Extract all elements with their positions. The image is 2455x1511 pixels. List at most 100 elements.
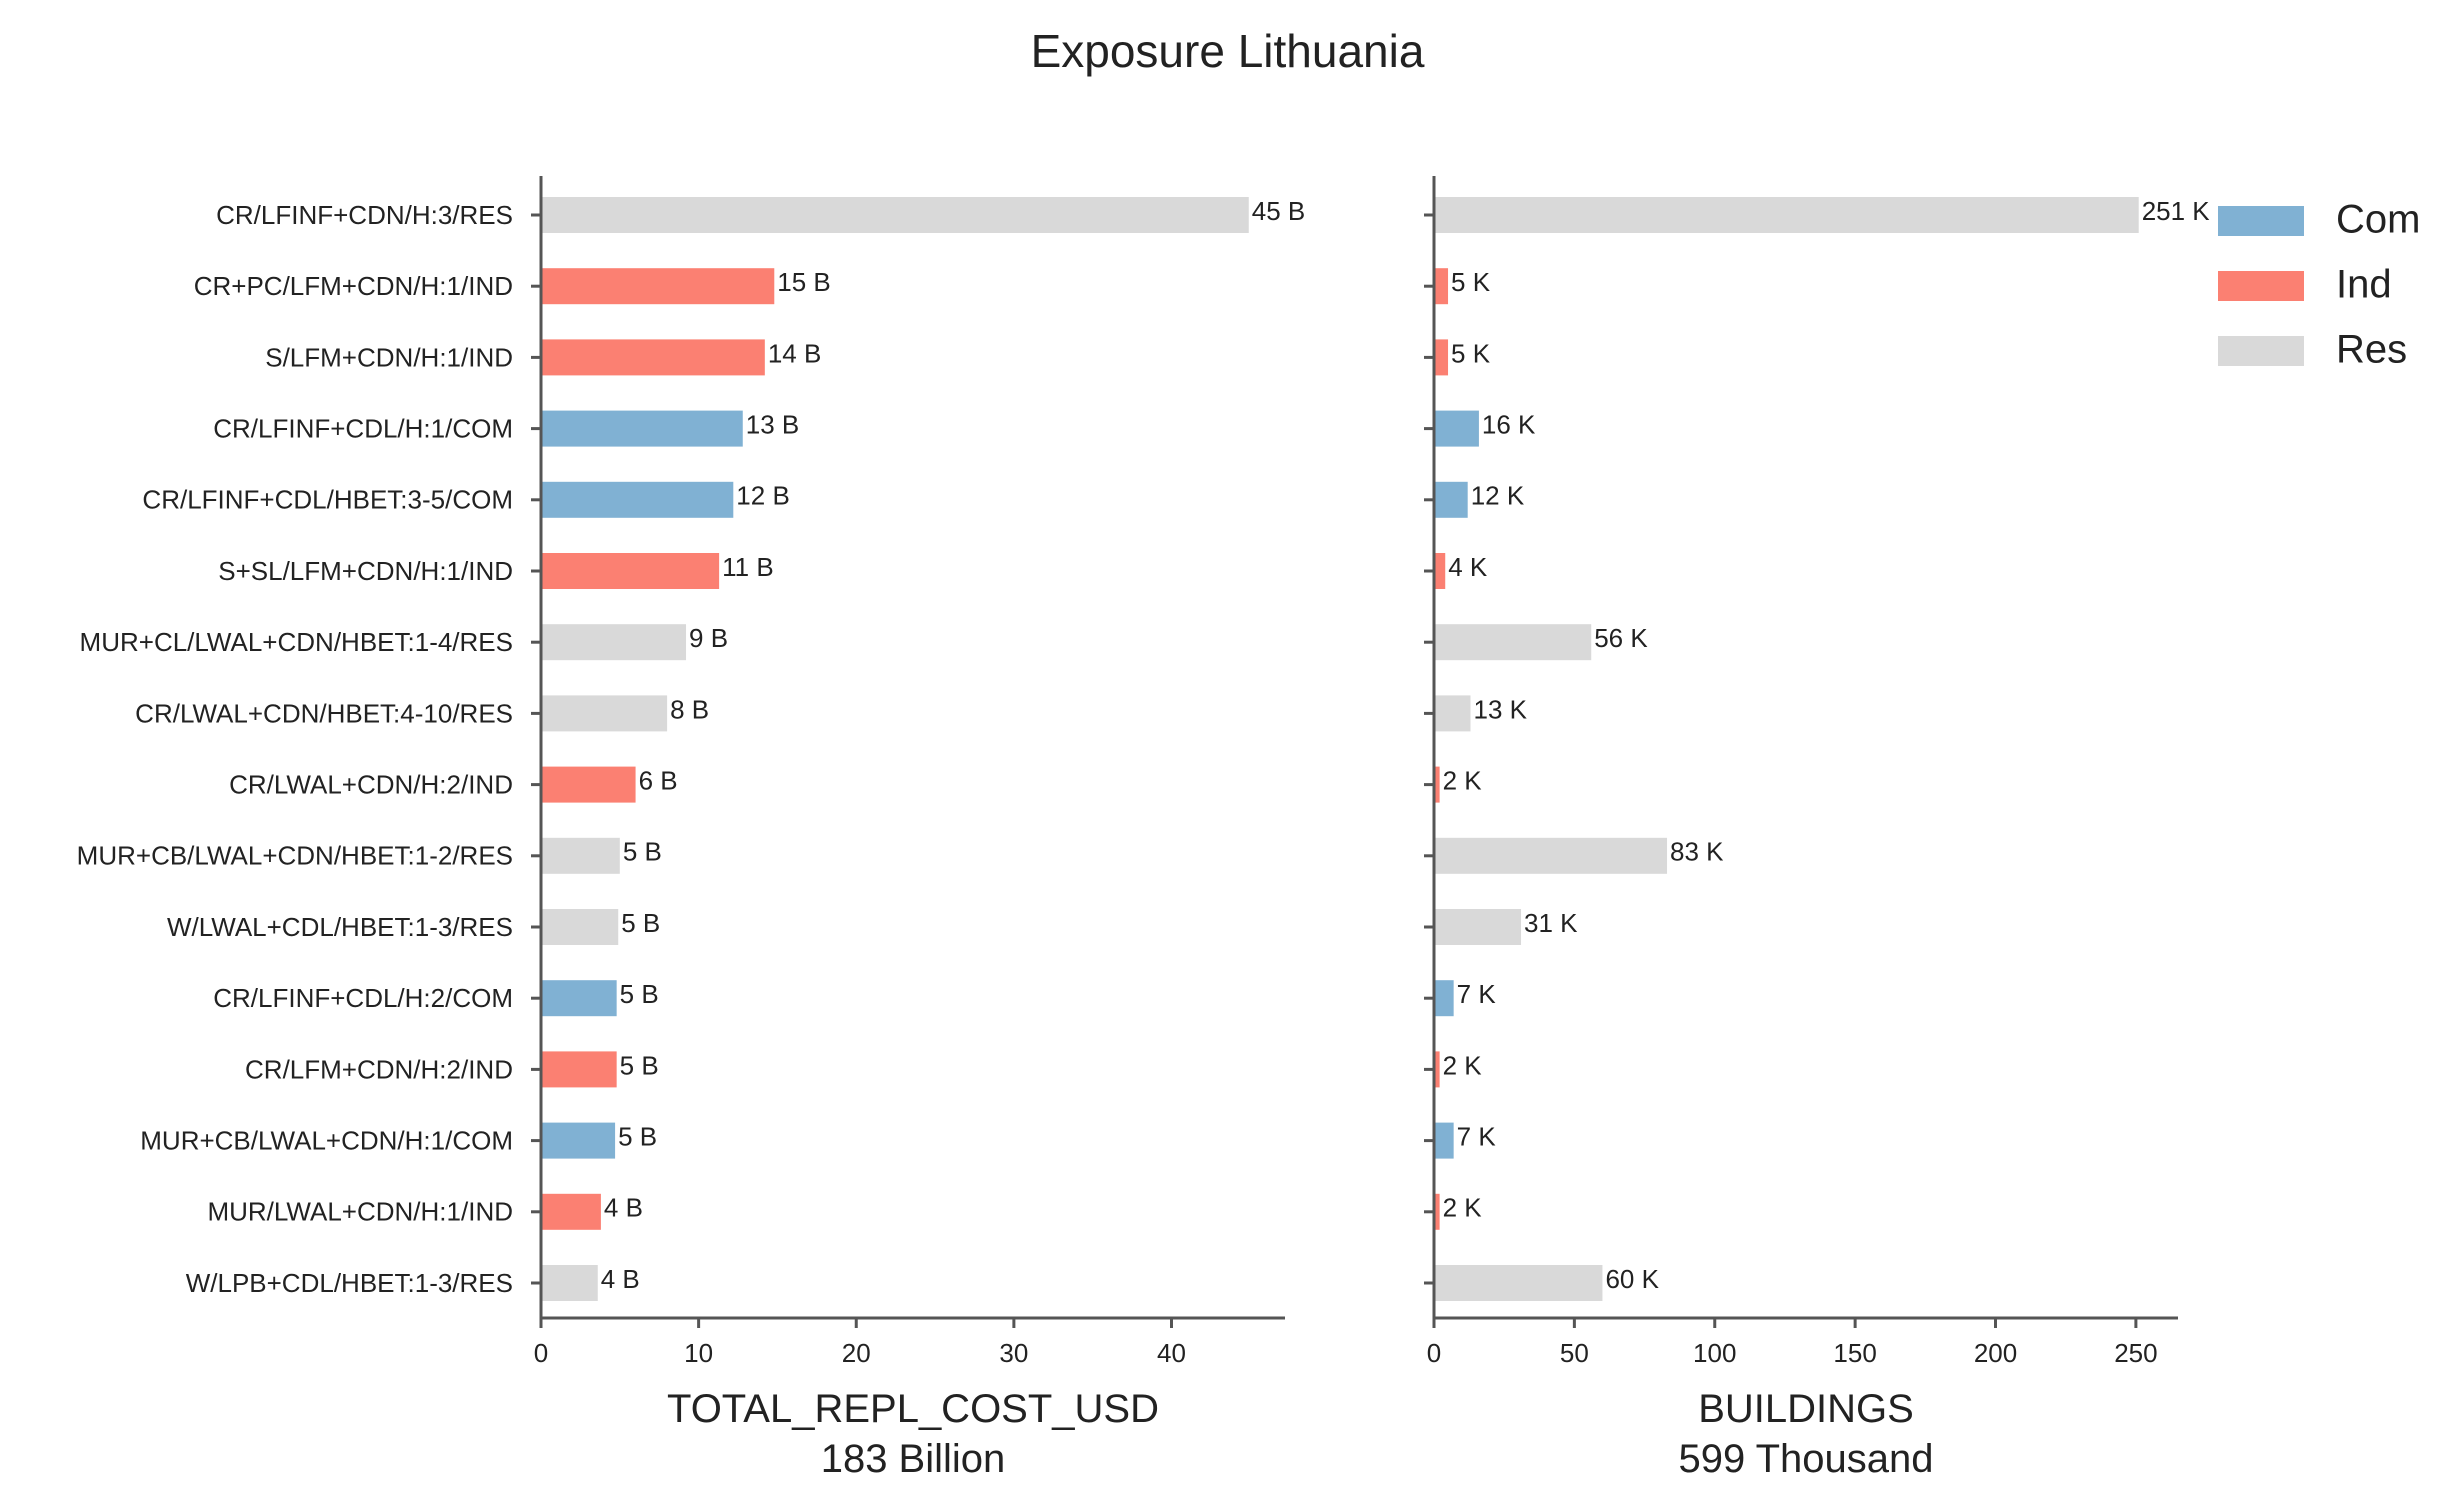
data-label: 4 K bbox=[1448, 552, 1488, 582]
category-label: CR/LWAL+CDN/H:2/IND bbox=[229, 769, 513, 799]
data-label: 31 K bbox=[1524, 908, 1578, 938]
category-label: CR/LWAL+CDN/HBET:4-10/RES bbox=[135, 698, 513, 728]
data-label: 8 B bbox=[670, 694, 709, 724]
bar bbox=[1434, 1265, 1603, 1301]
x-tick-label: 100 bbox=[1693, 1338, 1736, 1368]
x-tick-label: 20 bbox=[842, 1338, 871, 1368]
category-label: CR/LFINF+CDL/HBET:3-5/COM bbox=[142, 485, 513, 515]
bar bbox=[1434, 1193, 1440, 1230]
chart-title: Exposure Lithuania bbox=[1030, 25, 1425, 77]
bar bbox=[541, 553, 720, 589]
category-label: W/LPB+CDL/HBET:1-3/RES bbox=[186, 1268, 513, 1298]
x-axis-subtitle: 599 Thousand bbox=[1678, 1437, 1933, 1481]
data-label: 5 K bbox=[1451, 338, 1491, 368]
data-label: 5 B bbox=[621, 908, 660, 938]
legend-swatch bbox=[2218, 206, 2304, 236]
data-label: 5 K bbox=[1451, 267, 1491, 297]
data-label: 11 B bbox=[722, 552, 774, 582]
data-label: 12 K bbox=[1471, 481, 1525, 511]
data-label: 5 B bbox=[620, 979, 659, 1009]
bar bbox=[541, 268, 775, 305]
data-label: 83 K bbox=[1670, 837, 1724, 867]
legend-swatch bbox=[2218, 271, 2304, 301]
bar bbox=[541, 909, 619, 945]
x-tick-label: 0 bbox=[1427, 1338, 1441, 1368]
bar bbox=[1434, 909, 1522, 945]
category-label: CR/LFM+CDN/H:2/IND bbox=[245, 1054, 513, 1084]
data-label: 16 K bbox=[1482, 409, 1536, 439]
bar bbox=[1434, 339, 1449, 376]
data-label: 13 B bbox=[746, 409, 800, 439]
bar bbox=[1434, 553, 1446, 589]
bar bbox=[541, 624, 687, 661]
x-axis-subtitle: 183 Billion bbox=[821, 1437, 1006, 1481]
data-label: 7 K bbox=[1457, 979, 1497, 1009]
x-axis-title: TOTAL_REPL_COST_USD bbox=[667, 1387, 1159, 1431]
data-label: 251 K bbox=[2142, 196, 2211, 226]
data-label: 4 B bbox=[604, 1193, 643, 1223]
data-label: 5 B bbox=[620, 1050, 659, 1080]
bar bbox=[541, 1265, 598, 1301]
category-label: MUR+CB/LWAL+CDN/HBET:1-2/RES bbox=[77, 841, 513, 871]
category-label: W/LWAL+CDL/HBET:1-3/RES bbox=[167, 912, 513, 942]
bar bbox=[1434, 837, 1668, 874]
category-label: CR/LFINF+CDL/H:2/COM bbox=[213, 983, 513, 1013]
x-tick-label: 150 bbox=[1833, 1338, 1876, 1368]
bar bbox=[1434, 410, 1479, 447]
category-label: S/LFM+CDN/H:1/IND bbox=[265, 342, 513, 372]
bar bbox=[541, 980, 617, 1017]
data-label: 15 B bbox=[777, 267, 831, 297]
category-label: MUR+CB/LWAL+CDN/H:1/COM bbox=[140, 1125, 513, 1155]
legend-label: Com bbox=[2336, 198, 2420, 242]
x-tick-label: 50 bbox=[1560, 1338, 1589, 1368]
x-tick-label: 40 bbox=[1157, 1338, 1186, 1368]
category-label: MUR/LWAL+CDN/H:1/IND bbox=[207, 1197, 513, 1227]
bar bbox=[1434, 197, 2139, 233]
bar bbox=[1434, 624, 1592, 661]
x-tick-label: 0 bbox=[534, 1338, 548, 1368]
data-label: 5 B bbox=[623, 837, 662, 867]
bar bbox=[541, 1051, 617, 1088]
data-label: 2 K bbox=[1443, 1050, 1483, 1080]
category-label: CR/LFINF+CDN/H:3/RES bbox=[216, 200, 513, 230]
data-label: 14 B bbox=[768, 338, 822, 368]
bar bbox=[541, 1193, 601, 1230]
data-label: 5 B bbox=[618, 1121, 657, 1151]
data-label: 9 B bbox=[689, 623, 728, 653]
data-label: 6 B bbox=[639, 765, 678, 795]
x-tick-label: 250 bbox=[2114, 1338, 2157, 1368]
data-label: 56 K bbox=[1594, 623, 1648, 653]
bar bbox=[541, 837, 620, 874]
data-label: 2 K bbox=[1443, 1193, 1483, 1223]
bar bbox=[541, 410, 743, 447]
x-axis-title: BUILDINGS bbox=[1698, 1387, 1914, 1431]
legend-swatch bbox=[2218, 336, 2304, 366]
bar bbox=[541, 197, 1249, 233]
bar bbox=[1434, 268, 1449, 305]
data-label: 12 B bbox=[736, 481, 790, 511]
bar bbox=[541, 766, 636, 803]
legend-label: Ind bbox=[2336, 263, 2392, 307]
bar bbox=[541, 481, 734, 518]
category-label: CR+PC/LFM+CDN/H:1/IND bbox=[194, 271, 513, 301]
x-tick-label: 10 bbox=[684, 1338, 713, 1368]
bar bbox=[1434, 695, 1471, 732]
x-tick-label: 30 bbox=[999, 1338, 1028, 1368]
category-label: S+SL/LFM+CDN/H:1/IND bbox=[218, 556, 513, 586]
data-label: 45 B bbox=[1252, 196, 1306, 226]
legend-label: Res bbox=[2336, 328, 2407, 372]
x-tick-label: 200 bbox=[1974, 1338, 2017, 1368]
data-label: 2 K bbox=[1443, 765, 1483, 795]
bar bbox=[1434, 1051, 1440, 1088]
bar bbox=[541, 1122, 616, 1159]
bar bbox=[1434, 980, 1454, 1017]
category-label: CR/LFINF+CDL/H:1/COM bbox=[213, 413, 513, 443]
bar bbox=[1434, 1122, 1454, 1159]
data-label: 60 K bbox=[1605, 1264, 1659, 1294]
data-label: 13 K bbox=[1473, 694, 1527, 724]
bar bbox=[541, 339, 765, 376]
bar bbox=[1434, 766, 1440, 803]
category-label: MUR+CL/LWAL+CDN/HBET:1-4/RES bbox=[80, 627, 513, 657]
bar bbox=[1434, 481, 1468, 518]
